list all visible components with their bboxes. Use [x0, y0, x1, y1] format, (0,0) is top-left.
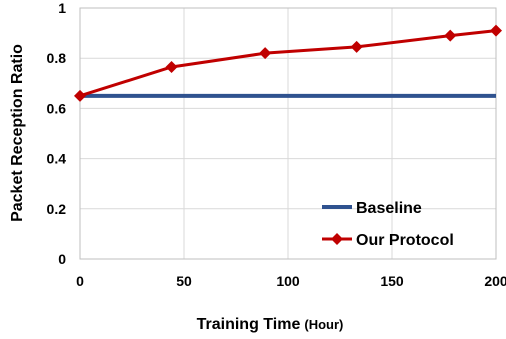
y-tick-label: 0.6 — [47, 100, 67, 116]
legend-label-our-protocol: Our Protocol — [356, 232, 454, 249]
series-line-our-protocol — [79, 29, 497, 98]
x-axis-label: Training Time (Hour) — [197, 316, 344, 333]
x-tick-label: 50 — [176, 273, 192, 289]
data-point-our-protocol — [350, 40, 363, 53]
x-axis-unit: (Hour) — [304, 317, 343, 332]
series-layer — [74, 24, 502, 102]
legend-label-baseline: Baseline — [356, 200, 422, 217]
y-tick-label: 0.8 — [47, 50, 67, 66]
data-point-our-protocol — [259, 47, 272, 60]
legend: Baseline Our Protocol — [322, 200, 454, 249]
x-tick-label: 150 — [380, 273, 404, 289]
y-tick-label: 0.4 — [47, 151, 67, 167]
data-point-our-protocol — [444, 29, 457, 42]
x-tick-label: 200 — [484, 273, 506, 289]
data-point-our-protocol — [165, 60, 178, 73]
grid — [79, 7, 497, 260]
y-tick-label: 0 — [58, 251, 66, 267]
y-axis-label: Packet Reception Ratio — [9, 44, 26, 222]
data-point-our-protocol — [74, 89, 86, 102]
y-axis-ticks: 0 0.2 0.4 0.6 0.8 1 — [47, 0, 67, 267]
x-axis-ticks: 0 50 100 150 200 — [76, 273, 506, 289]
plot-area-border — [79, 7, 497, 260]
y-tick-label: 1 — [58, 0, 66, 16]
x-axis-label-text: Training Time — [197, 316, 301, 333]
y-tick-label: 0.2 — [47, 201, 67, 217]
data-point-our-protocol — [490, 24, 502, 37]
x-tick-label: 0 — [76, 273, 84, 289]
legend-marker-our-protocol — [331, 233, 343, 245]
x-tick-label: 100 — [276, 273, 300, 289]
